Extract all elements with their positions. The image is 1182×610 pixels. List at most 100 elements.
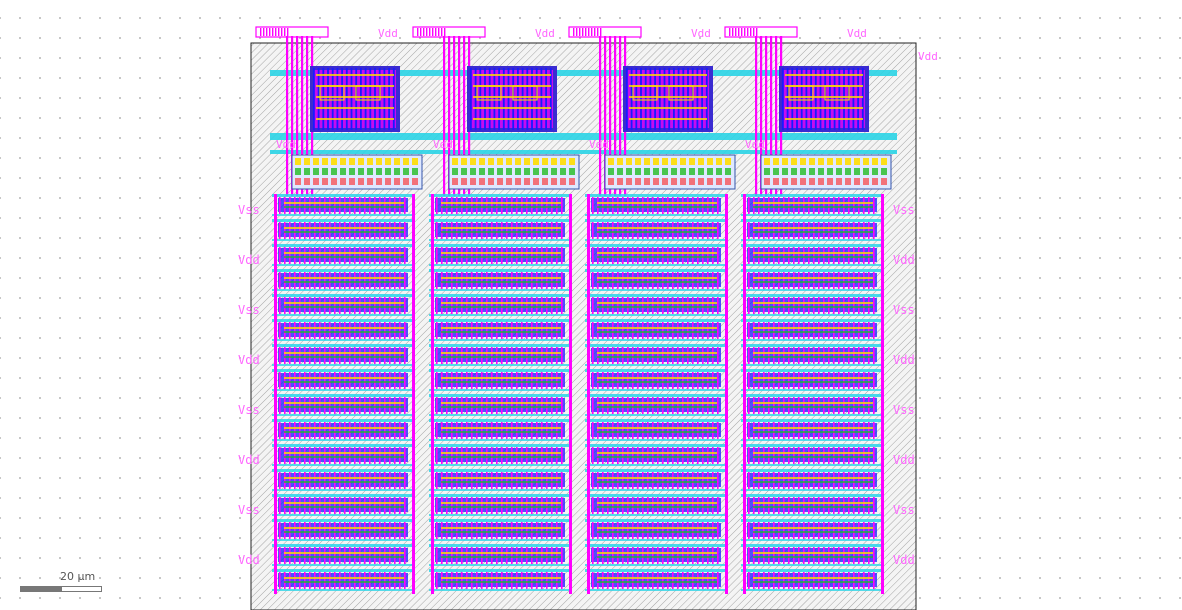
- bitline-metal2: [823, 297, 825, 314]
- bitline-metal2: [399, 522, 401, 539]
- bitline-metal2: [592, 472, 594, 489]
- bitline-metal2: [813, 347, 815, 364]
- bitline-metal2: [461, 422, 463, 439]
- bitline-metal2: [687, 472, 689, 489]
- bitline-metal2: [379, 422, 381, 439]
- bitline-metal2: [334, 347, 336, 364]
- bitline-metal2: [602, 472, 604, 489]
- bitline-metal2: [399, 547, 401, 564]
- bitcell-metal1: [435, 198, 565, 212]
- bitline-metal2: [682, 197, 684, 214]
- bitline-metal2: [561, 247, 563, 264]
- bitline-metal2: [758, 472, 760, 489]
- column-metal2-strap: [412, 194, 415, 594]
- bitline-metal2: [808, 472, 810, 489]
- bitline-metal2: [808, 397, 810, 414]
- bitcell-metal3-lower: [741, 364, 881, 366]
- bitline-metal2: [334, 222, 336, 239]
- io-pad: [809, 178, 815, 185]
- bitcell-metal1: [591, 348, 721, 362]
- bitline-metal2: [289, 397, 291, 414]
- bitcell-metal1: [591, 198, 721, 212]
- bitline-metal2: [476, 322, 478, 339]
- bitline-metal2: [344, 522, 346, 539]
- bitline-metal2: [496, 472, 498, 489]
- bitline-metal2: [778, 247, 780, 264]
- bitline-metal2: [466, 397, 468, 414]
- bitline-metal2: [753, 372, 755, 389]
- bitline-metal2: [783, 522, 785, 539]
- bitline-metal2: [773, 447, 775, 464]
- bitcell-diffusion: [753, 506, 873, 508]
- bitcell-diffusion: [284, 281, 404, 283]
- bitline-metal2: [471, 422, 473, 439]
- bitcell-row: [585, 444, 725, 466]
- bitline-metal2: [299, 372, 301, 389]
- bitline-metal2: [294, 347, 296, 364]
- bitline-metal2: [521, 372, 523, 389]
- bitline-metal2: [516, 272, 518, 289]
- bitline-metal2: [374, 222, 376, 239]
- bitline-metal2: [848, 422, 850, 439]
- bitline-metal2: [783, 347, 785, 364]
- bitline-metal2: [516, 547, 518, 564]
- wordline-metal3: [585, 494, 725, 497]
- decoder-finger: [479, 68, 482, 130]
- bitcell-implant: [597, 302, 717, 304]
- bitline-metal2: [314, 497, 316, 514]
- io-pad: [533, 168, 539, 175]
- bitline-metal2: [607, 547, 609, 564]
- bitline-metal2: [521, 222, 523, 239]
- bitline-metal2: [652, 247, 654, 264]
- bitline-metal2: [339, 497, 341, 514]
- bitline-metal2: [481, 422, 483, 439]
- bitline-metal2: [309, 397, 311, 414]
- bitline-metal2: [778, 297, 780, 314]
- bitcell-metal3-lower: [272, 414, 412, 416]
- bitline-metal2: [496, 372, 498, 389]
- io-pad: [322, 158, 328, 165]
- bitline-metal2: [707, 522, 709, 539]
- bitline-metal2: [707, 322, 709, 339]
- bitline-metal2: [692, 272, 694, 289]
- io-pad: [376, 168, 382, 175]
- bitline-metal2: [294, 472, 296, 489]
- bitcell-implant: [597, 352, 717, 354]
- bitline-metal2: [329, 222, 331, 239]
- bitline-metal2: [843, 347, 845, 364]
- bitline-metal2: [798, 497, 800, 514]
- bitline-metal2: [491, 347, 493, 364]
- bitline-metal2: [481, 572, 483, 589]
- bitline-metal2: [456, 372, 458, 389]
- bitcell-row: [429, 269, 569, 291]
- bitline-metal2: [481, 497, 483, 514]
- bitline-metal2: [788, 222, 790, 239]
- bitline-metal2: [309, 572, 311, 589]
- io-pad: [845, 178, 851, 185]
- bitline-metal2: [622, 497, 624, 514]
- bitcell-metal3-lower: [741, 389, 881, 391]
- bitline-metal2: [556, 347, 558, 364]
- bitline-metal2: [389, 347, 391, 364]
- bitline-metal2: [768, 572, 770, 589]
- bitline-metal2: [369, 497, 371, 514]
- bitline-metal2: [364, 322, 366, 339]
- bitline-metal2: [511, 472, 513, 489]
- top-pin-tick: [438, 28, 440, 36]
- bitline-metal2: [304, 547, 306, 564]
- io-pad: [680, 178, 686, 185]
- io-block: [448, 154, 580, 190]
- bitcell-diffusion: [284, 506, 404, 508]
- bitline-metal2: [612, 422, 614, 439]
- bitline-metal2: [682, 422, 684, 439]
- io-pad: [617, 168, 623, 175]
- bitline-metal2: [299, 322, 301, 339]
- bitline-metal2: [399, 222, 401, 239]
- bitline-metal2: [304, 372, 306, 389]
- bitcell-metal3-lower: [429, 264, 569, 266]
- bitline-metal2: [451, 322, 453, 339]
- wordline-metal3: [741, 419, 881, 422]
- bitline-metal2: [748, 297, 750, 314]
